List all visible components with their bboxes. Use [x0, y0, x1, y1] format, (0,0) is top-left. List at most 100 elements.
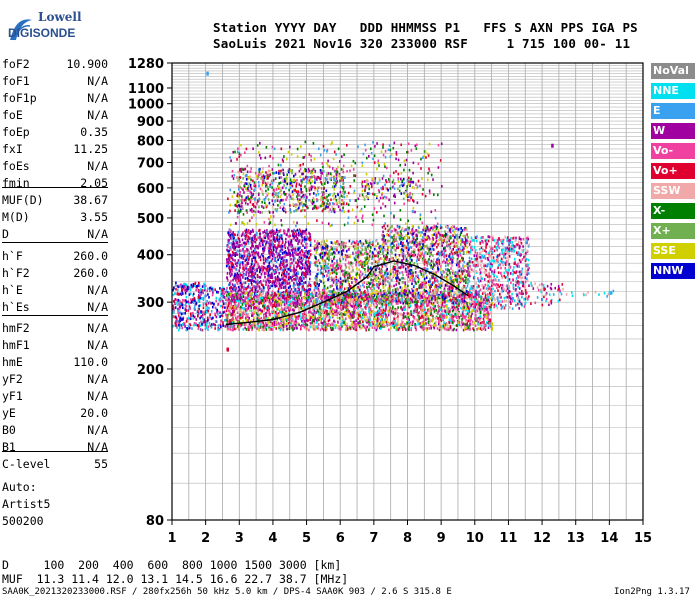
- echo-point: [453, 303, 455, 306]
- echo-point: [287, 282, 289, 285]
- echo-point: [315, 251, 318, 254]
- echo-point: [408, 325, 410, 329]
- echo-point: [348, 312, 351, 316]
- echo-point: [373, 314, 376, 318]
- echo-point: [287, 277, 290, 281]
- echo-point: [441, 303, 444, 306]
- echo-point: [328, 250, 331, 253]
- echo-point: [244, 243, 246, 247]
- echo-point: [263, 328, 266, 332]
- echo-point: [236, 264, 238, 268]
- echo-point: [255, 280, 257, 284]
- echo-point: [395, 293, 398, 297]
- echo-point: [487, 315, 489, 319]
- echo-point: [245, 318, 248, 322]
- echo-point: [387, 313, 390, 317]
- echo-point: [485, 315, 488, 318]
- echo-point: [250, 293, 253, 297]
- echo-point: [423, 295, 425, 299]
- echo-point: [222, 300, 224, 303]
- param-value: 2.05: [80, 176, 108, 190]
- echo-point: [303, 237, 306, 241]
- echo-point: [370, 272, 372, 276]
- echo-point: [180, 283, 182, 287]
- echo-point: [320, 315, 323, 318]
- echo-point: [274, 285, 276, 288]
- echo-point: [394, 307, 396, 311]
- echo-point: [246, 261, 248, 265]
- echo-point: [354, 303, 357, 307]
- echo-point: [282, 277, 284, 280]
- echo-point: [302, 229, 304, 233]
- echo-point: [370, 294, 373, 297]
- echo-point: [421, 322, 424, 326]
- echo-point: [296, 300, 299, 303]
- echo-point: [315, 318, 318, 322]
- echo-point: [198, 292, 201, 296]
- echo-point: [302, 263, 304, 267]
- echo-point: [273, 311, 275, 314]
- param-name: hmF2: [2, 321, 30, 335]
- echo-point: [296, 239, 298, 242]
- echo-point: [251, 258, 253, 261]
- echo-point: [229, 306, 231, 310]
- echo-point: [177, 298, 180, 302]
- echo-point: [227, 279, 229, 282]
- echo-point: [309, 288, 312, 291]
- echo-point: [256, 231, 258, 235]
- echo-point: [287, 272, 290, 276]
- echo-point: [286, 306, 288, 309]
- echo-point: [254, 240, 257, 244]
- echo-point: [323, 297, 325, 301]
- echo-point: [222, 321, 224, 324]
- echo-point: [207, 309, 209, 313]
- echo-point: [284, 259, 287, 262]
- echo-point: [252, 267, 254, 270]
- echo-point: [462, 306, 464, 309]
- echo-point: [202, 310, 204, 314]
- echo-point: [247, 258, 250, 262]
- echo-point: [440, 319, 443, 322]
- echo-point: [376, 319, 379, 323]
- param-value: N/A: [87, 423, 108, 437]
- echo-point: [423, 313, 426, 316]
- param-name: hmF1: [2, 338, 30, 352]
- echo-point: [414, 325, 417, 328]
- echo-point: [262, 325, 264, 329]
- echo-point: [275, 228, 278, 232]
- echo-point: [220, 290, 222, 293]
- echo-point: [208, 321, 211, 325]
- echo-point: [220, 320, 222, 323]
- echo-point: [260, 273, 263, 276]
- echo-point: [396, 311, 398, 315]
- param-value: N/A: [87, 321, 108, 335]
- echo-point: [307, 291, 310, 295]
- echo-point: [228, 309, 230, 312]
- echo-point: [261, 270, 264, 273]
- echo-point: [278, 230, 280, 233]
- echo-point: [298, 315, 300, 318]
- echo-point: [247, 248, 249, 252]
- echo-point: [326, 291, 328, 295]
- echo-point: [251, 228, 254, 232]
- echo-point: [178, 300, 181, 304]
- echo-point: [244, 229, 246, 233]
- param-row: M(D) 3.55: [2, 210, 108, 225]
- echo-point: [196, 285, 198, 288]
- echo-point: [330, 257, 333, 261]
- echo-point: [284, 278, 286, 282]
- echo-point: [206, 300, 208, 303]
- echo-point: [330, 291, 333, 295]
- echo-point: [462, 328, 465, 332]
- echo-point: [301, 249, 303, 252]
- echo-point: [374, 311, 377, 314]
- echo-point: [281, 245, 284, 248]
- echo-point: [232, 307, 235, 310]
- echo-point: [428, 293, 431, 297]
- echo-point: [259, 287, 261, 290]
- echo-point: [312, 319, 314, 322]
- echo-point: [449, 325, 452, 328]
- echo-point: [219, 287, 221, 290]
- echo-point: [208, 296, 210, 299]
- echo-point: [239, 244, 241, 247]
